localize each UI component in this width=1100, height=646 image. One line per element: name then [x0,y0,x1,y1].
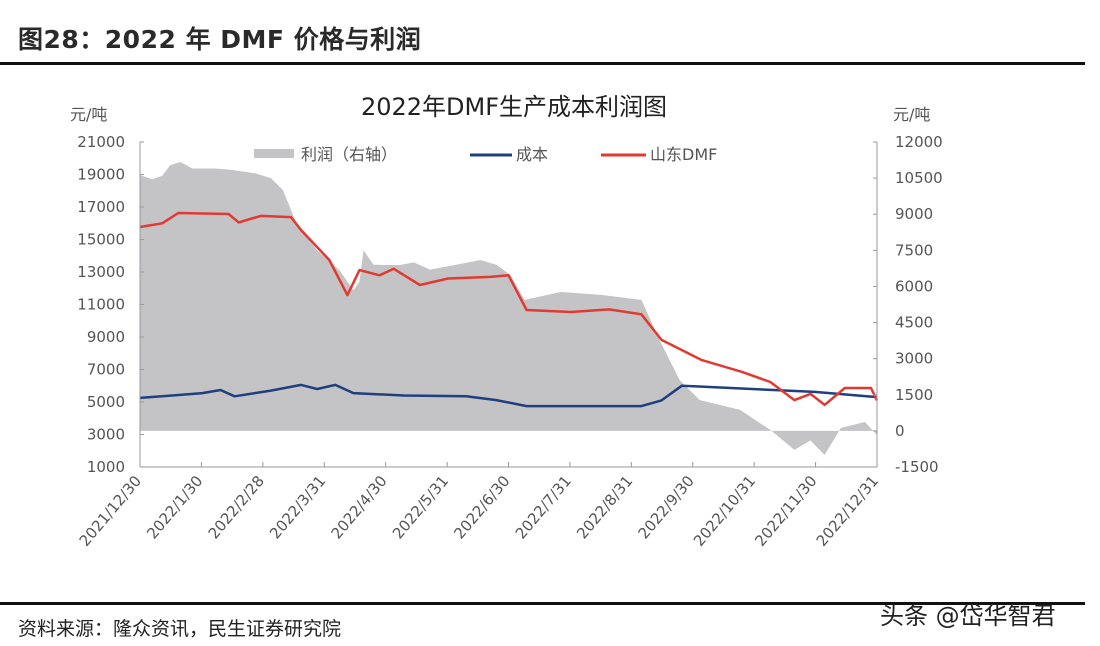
plot-area [139,162,879,455]
left-tick-label: 13000 [77,263,125,281]
left-tick-label: 9000 [87,328,125,346]
x-tick-label: 2022/12/31 [813,472,882,550]
left-tick-label: 15000 [77,231,125,249]
left-tick-label: 17000 [77,198,125,216]
source-note: 资料来源：隆众资讯，民生证券研究院 [18,618,342,640]
figure-title: 图28：2022 年 DMF 价格与利润 [18,25,422,54]
x-tick-label: 2022/10/31 [690,472,759,550]
right-axis-unit: 元/吨 [893,105,930,124]
x-tick-label: 2022/4/30 [327,472,390,542]
left-tick-label: 5000 [87,393,125,411]
x-tick-label: 2022/6/30 [450,472,513,542]
left-axis-unit: 元/吨 [70,105,107,124]
right-tick-label: 1500 [895,386,933,404]
x-tick-label: 2022/11/30 [751,472,820,550]
legend-label-profit: 利润（右轴） [301,145,397,164]
legend-swatch-profit [254,149,294,158]
series-line-cost [139,383,878,408]
right-tick-label: -1500 [895,458,939,476]
x-tick-label: 2022/2/28 [205,472,268,542]
left-tick-label: 19000 [77,166,125,184]
right-tick-label: 9000 [895,205,933,223]
right-tick-label: 10500 [895,169,943,187]
chart: 2022年DMF生产成本利润图 元/吨 元/吨 21000 19000 17000 1… [70,93,943,550]
bottom-rule [0,602,1085,605]
x-tick-label: 2021/12/30 [76,472,145,550]
left-tick-label: 21000 [77,133,125,151]
right-tick-label: 3000 [895,350,933,368]
left-tick-label: 7000 [87,361,125,379]
series-line-price [139,211,879,407]
left-tick-label: 11000 [77,296,125,314]
chart-title: 2022年DMF生产成本利润图 [361,93,667,121]
x-tick-label: 2022/3/31 [266,472,329,542]
watermark: 头条 @岱华智君 [880,602,1056,630]
right-tick-label: 7500 [895,241,933,259]
top-rule [0,62,1085,65]
x-tick-label: 2022/1/30 [143,472,206,542]
x-tick-label: 2022/5/31 [389,472,452,542]
left-tick-label: 1000 [87,458,125,476]
series-area-profit [140,162,877,455]
legend: 利润（右轴） 成本 山东DMF [254,145,717,164]
right-tick-label: 12000 [895,133,943,151]
legend-label-price: 山东DMF [650,145,717,164]
right-tick-label: 0 [895,422,905,440]
right-tick-label: 4500 [895,314,933,332]
x-tick-label: 2022/7/31 [512,472,575,542]
right-tick-label: 6000 [895,277,933,295]
x-tick-label: 2022/8/31 [573,472,636,542]
left-tick-label: 3000 [87,426,125,444]
x-tick-label: 2022/9/30 [635,472,698,542]
legend-label-cost: 成本 [516,145,548,164]
